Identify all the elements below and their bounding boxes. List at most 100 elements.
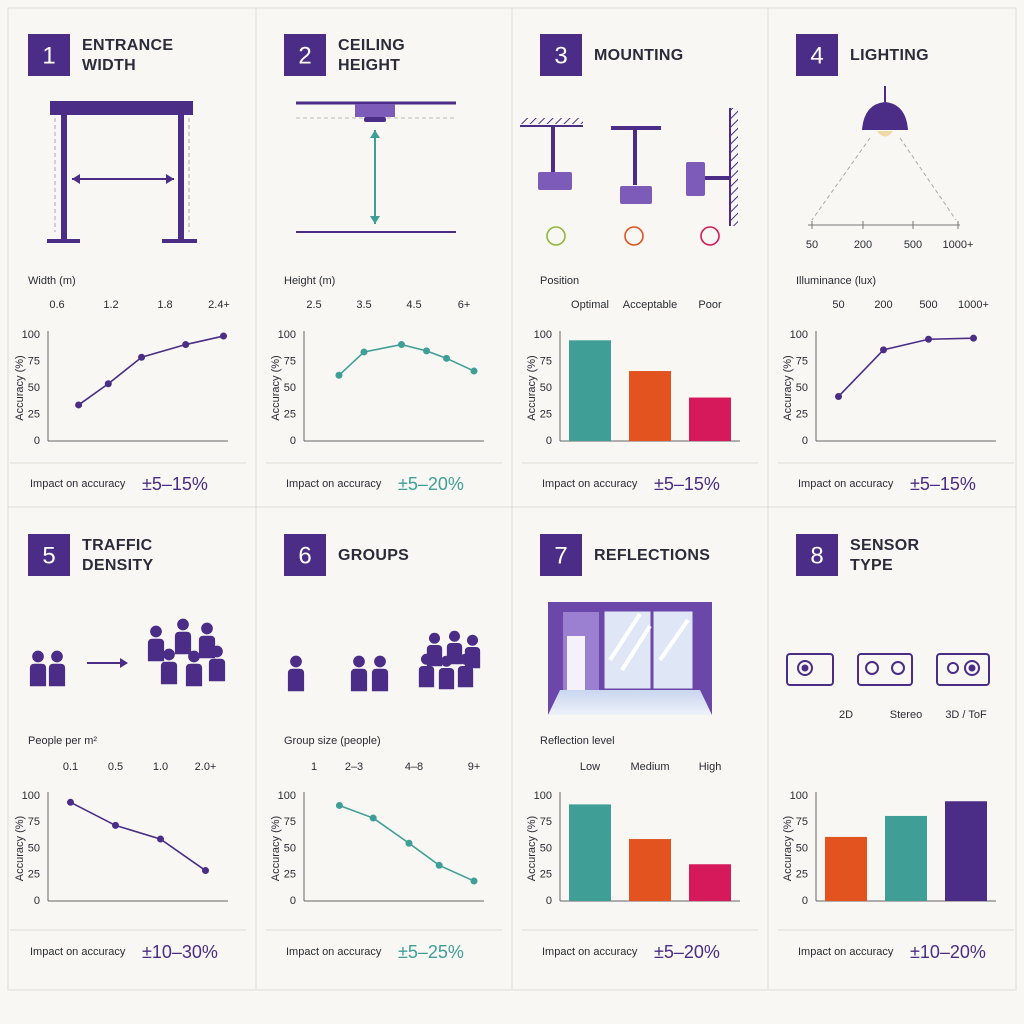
panel-grid [7,7,1017,991]
x-axis-label: Illuminance (lux) [796,275,876,287]
person [371,655,389,692]
x-tick-label: 2.5 [306,299,321,311]
x-tick-label: 4.5 [406,299,421,311]
lens [964,660,980,676]
panel-number: 4 [810,42,823,69]
line [338,343,475,376]
person [147,625,165,662]
x-tick-label: 3.5 [356,299,371,311]
y-tick-label: 100 [22,329,40,341]
impact-value: ±10–30% [142,942,218,962]
x-axis-label: Position [540,275,579,287]
y-tick-label: 25 [540,869,552,881]
impact-label: Impact on accuracy [542,478,638,490]
ceiling-illustration [296,101,456,233]
status-poor [700,226,720,246]
lens [364,117,386,122]
point [182,341,190,349]
y-axis-label: Accuracy (%) [526,355,538,420]
category-label: 0.5 [108,761,123,773]
y-tick-label: 0 [546,435,552,447]
category-label: 500 [919,299,937,311]
line [70,801,206,872]
arrow-head [120,658,128,668]
y-tick-label: 0 [802,435,808,447]
bar [885,815,927,901]
y-tick-label: 100 [22,790,40,802]
point [435,861,443,869]
y-tick-label: 0 [546,895,552,907]
y-tick-label: 75 [284,816,296,828]
scale-label: 1000+ [943,239,974,251]
y-tick-label: 75 [796,355,808,367]
impact-label: Impact on accuracy [798,946,894,958]
y-tick-label: 100 [278,329,296,341]
point [369,814,377,822]
bar [629,839,671,901]
sensor-2d [786,653,834,686]
point [880,346,887,354]
y-tick-label: 25 [284,408,296,420]
sensor [686,162,705,196]
category-label: 0.1 [63,761,78,773]
y-axis-label: Accuracy (%) [270,816,282,881]
y-tick-label: 0 [290,435,296,447]
entrance-illustration [47,101,197,243]
person [48,650,66,687]
point [67,798,74,806]
point [335,371,343,379]
lens [891,661,905,675]
x-tick-label: 0.6 [49,299,64,311]
point [138,353,146,361]
point [835,392,842,400]
impact-value: ±5–20% [398,474,464,494]
category-label: High [699,761,722,773]
point [925,335,932,343]
category-label: Optimal [571,299,609,311]
y-tick-label: 100 [534,790,552,802]
x-tick-label: 9+ [468,761,481,773]
point [470,877,478,885]
lens-center [968,664,976,672]
door-opening [567,636,585,690]
bar [945,801,987,901]
status-good [546,226,566,246]
impact-label: Impact on accuracy [286,478,382,490]
bar [629,371,671,441]
impact-label: Impact on accuracy [30,946,126,958]
y-tick-label: 50 [540,842,552,854]
category-label: Acceptable [623,299,677,311]
floor [548,690,712,715]
sensor [538,172,572,190]
y-tick-label: 25 [796,869,808,881]
point [75,401,83,409]
panel-number: 1 [42,42,55,69]
line [837,337,974,398]
y-tick-label: 50 [540,382,552,394]
category-label: 2.0+ [195,761,217,773]
y-tick-label: 75 [540,816,552,828]
x-axis-label: Reflection level [540,735,615,747]
y-tick-label: 50 [284,382,296,394]
post [61,115,67,241]
y-axis-label: Accuracy (%) [782,816,794,881]
sensor-stereo [857,653,913,686]
y-tick-label: 25 [796,408,808,420]
point [360,348,368,356]
y-tick-label: 50 [284,842,296,854]
x-tick-label: 1.8 [157,299,172,311]
point [405,839,413,847]
y-axis-label: Accuracy (%) [14,816,26,881]
wall-hatch [731,108,738,226]
lens-center [801,664,809,672]
pole [633,128,637,185]
y-tick-label: 0 [34,895,40,907]
person [185,650,203,687]
y-tick-label: 75 [284,355,296,367]
y-tick-label: 75 [540,355,552,367]
y-tick-label: 50 [796,842,808,854]
panel-number: 5 [42,542,55,569]
bar [569,340,611,441]
